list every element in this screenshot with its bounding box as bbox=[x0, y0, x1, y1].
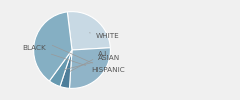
Text: BLACK: BLACK bbox=[22, 46, 86, 66]
Wedge shape bbox=[69, 48, 110, 88]
Wedge shape bbox=[60, 50, 72, 88]
Text: A.I.: A.I. bbox=[70, 51, 110, 71]
Wedge shape bbox=[67, 12, 110, 50]
Wedge shape bbox=[34, 12, 72, 81]
Wedge shape bbox=[49, 50, 72, 86]
Text: HISPANIC: HISPANIC bbox=[52, 45, 125, 73]
Text: WHITE: WHITE bbox=[90, 33, 120, 39]
Text: ASIAN: ASIAN bbox=[64, 55, 120, 70]
